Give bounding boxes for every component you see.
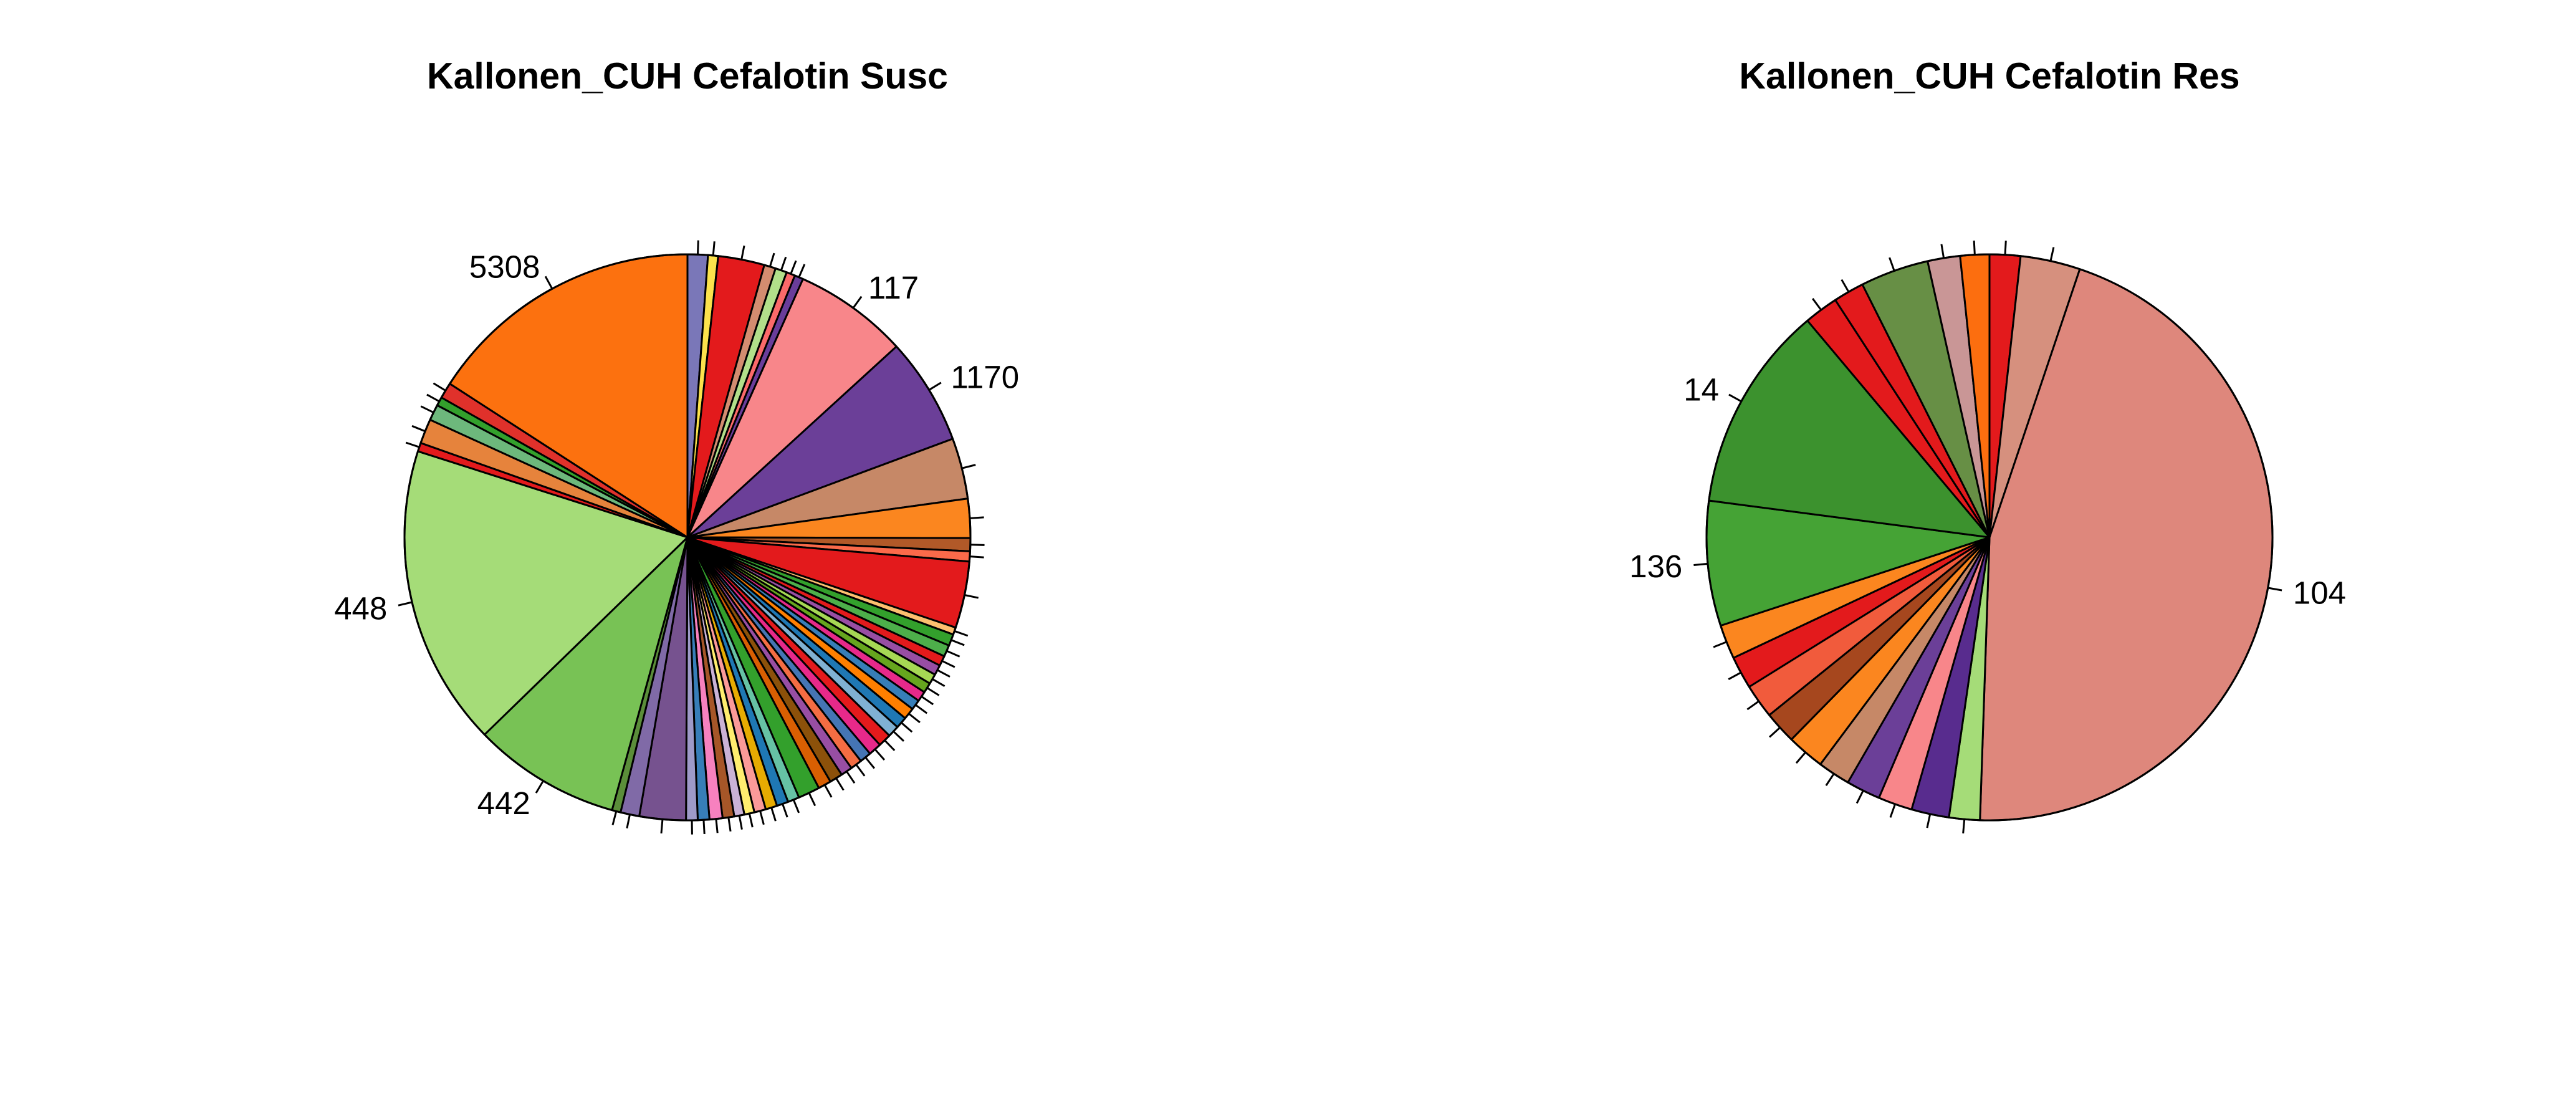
pie-slice-tick [852,295,863,309]
pie-slice-label: 442 [477,785,530,821]
pie-slice-tick [790,260,797,274]
pie-slice-tick [835,777,845,791]
pie-slice-tick [864,757,876,769]
pie-slice-tick [1728,393,1742,403]
pie-slice-tick [626,814,631,829]
pie-slice-tick [823,784,833,798]
pie-slice-tick [926,687,940,696]
pie-slice-tick [874,749,886,761]
pie-outline [403,253,972,822]
pie-slice-tick [946,650,960,658]
pie-slice-tick [535,780,544,794]
pie-slice-tick [2004,240,2007,255]
pie-slice-tick [715,818,719,833]
pie-slice-label: 117 [868,270,919,305]
pie-slices-res [1705,253,2274,822]
pie-slice-label: 14 [1683,372,1719,407]
pie-slice-tick [770,807,777,822]
pie-slice-tick [1769,727,1781,738]
pie-slice-tick [712,241,716,256]
pie-slice-tick [884,739,896,751]
pie-outline [1705,253,2274,822]
pie-slice-tick [1889,804,1896,818]
pie-slice-tick [855,764,866,777]
pie-slice-tick [782,804,788,818]
pie-chart-susc: Kallonen_CUH Cefalotin Susc 117 1170 442 44… [334,55,1019,835]
pie-slice-tick [950,639,965,646]
pie-slice-tick [697,240,699,255]
pie-slice-tick [1812,298,1822,311]
pie-slice-tick [964,594,979,599]
chart-title-susc: Kallonen_CUH Cefalotin Susc [427,55,948,97]
pie-slice-tick [1841,279,1850,292]
pie-slice-tick [969,555,984,559]
pie-slice-tick [961,464,976,469]
pie-slice-tick [1855,790,1864,804]
pie-slice-tick [1926,814,1932,828]
pie-ticks-res [1693,240,2282,833]
pie-slice-tick [426,393,440,403]
pie-slice-tick [937,669,950,678]
pie-slice-tick [954,630,969,637]
pie-slice-tick [748,813,754,828]
pie-slice-tick [1795,751,1806,764]
pie-slice-tick [1962,819,1966,833]
pie-slice-tick [969,516,984,519]
pie-slice-tick [727,817,732,832]
pie-slice-tick [411,425,426,433]
pie-slice-label: 136 [1629,549,1682,584]
pie-slice-label: 5308 [469,249,540,284]
pie-slice-tick [932,678,946,688]
pie-slice-tick [759,810,765,825]
pie-slice-tick [780,256,787,271]
pie-slice-tick [915,704,928,714]
pie-slice-tick [941,660,955,668]
pie-slice-label: 104 [2293,575,2346,610]
pie-slices-susc [403,253,972,822]
pie-slice-tick [405,441,420,448]
pie-slice-tick [738,815,743,830]
chart-title-res: Kallonen_CUH Cefalotin Res [1739,55,2239,97]
pie-slice-tick [1825,773,1835,786]
pie-slice-tick [893,731,905,742]
pie-slice-label: 1170 [950,359,1019,395]
pie-slice-tick [921,696,934,706]
pie-slice-tick [846,770,856,784]
pie-chart-res: Kallonen_CUH Cefalotin Res 104 136 14 [1629,55,2346,833]
pie-slice-tick [1940,244,1945,259]
pie-slice-tick [740,245,745,260]
pie-slice-tick [792,799,800,814]
pie-slice-tick [398,601,413,607]
pie-slice-tick [1728,671,1741,681]
pie-slice-tick [768,252,775,267]
pie-slice-tick [420,405,434,414]
pie-slice-tick [808,792,816,807]
pie-slice-tick [1713,641,1727,648]
pie-slice-tick [1973,240,1976,255]
pie-slice-tick [1889,257,1895,271]
pie-slice-tick [798,264,806,278]
pie-slice-tick [1693,562,1708,566]
pie-slice-tick [901,722,913,733]
pie-slice-tick [2049,247,2055,262]
pie-slice-tick [433,382,446,391]
pie-slice-tick [611,811,618,825]
pie-labels-res: 104 136 14 [1629,372,2346,610]
pie-slice-tick [1746,700,1760,711]
pie-labels-susc: 117 1170 442 448 5308 [334,249,1019,820]
pie-slice-label: 448 [334,590,387,626]
pie-slice-tick [928,382,942,391]
pie-slice-tick [544,276,553,289]
pie-ticks-susc [398,240,985,835]
pie-slice-tick [660,819,664,833]
pie-slice-tick [908,713,921,724]
pie-slice-tick [2267,587,2282,592]
